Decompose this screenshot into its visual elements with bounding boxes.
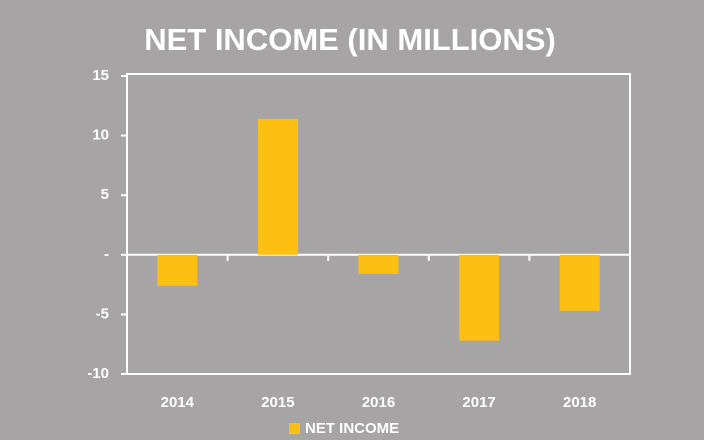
bar (358, 254, 399, 274)
bar (257, 118, 298, 255)
chart-title: NET INCOME (IN MILLIONS) (144, 22, 556, 57)
y-tick-label: 5 (101, 186, 109, 203)
y-tick-label: 10 (92, 127, 109, 144)
y-tick-label: -10 (87, 365, 109, 382)
bar (559, 254, 600, 311)
bar (459, 254, 500, 341)
x-tick-label: 2014 (161, 394, 195, 411)
x-tick-label: 2016 (362, 394, 395, 411)
x-tick-label: 2018 (563, 394, 596, 411)
legend-swatch (289, 423, 300, 434)
legend-label: NET INCOME (305, 420, 399, 437)
bar (157, 254, 198, 286)
plot-border (126, 73, 631, 375)
y-tick-label: - (104, 246, 109, 263)
x-tick-label: 2015 (261, 394, 294, 411)
y-tick-label: -5 (96, 305, 109, 322)
x-tick-label: 2017 (462, 394, 495, 411)
y-tick-label: 15 (92, 67, 109, 84)
